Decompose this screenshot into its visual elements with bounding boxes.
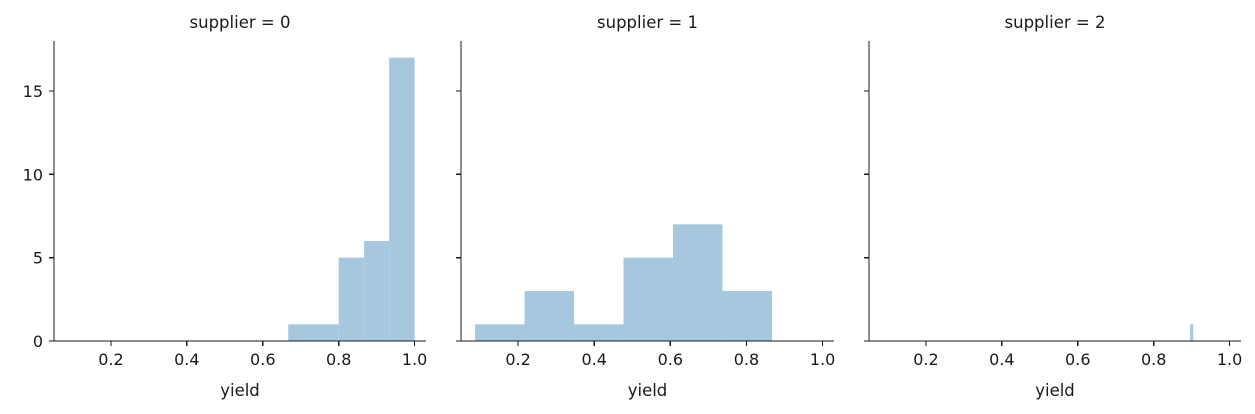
histogram-bar bbox=[623, 257, 673, 341]
x-tick-label: 0.2 bbox=[98, 350, 123, 369]
histogram-bar bbox=[338, 257, 365, 341]
x-axis-label: yield bbox=[1035, 381, 1075, 400]
y-tick-label: 15 bbox=[23, 82, 43, 101]
histogram-bar bbox=[1190, 324, 1194, 341]
facet-panel-2: 0.2 0.4 0.6 0.8 1.0 supplier = 2 yield bbox=[864, 13, 1242, 400]
facet-panel-1: 0.2 0.4 0.6 0.8 1.0 supplier = 1 yield bbox=[456, 13, 835, 400]
histogram-bar bbox=[364, 241, 390, 341]
histogram-bar bbox=[673, 224, 723, 341]
y-tick-label: 0 bbox=[33, 332, 43, 351]
histogram-bar bbox=[524, 291, 575, 341]
x-tick-label: 0.4 bbox=[989, 350, 1014, 369]
y-tick-label: 10 bbox=[23, 165, 43, 184]
facet-title: supplier = 1 bbox=[597, 13, 698, 32]
x-tick-label: 0.2 bbox=[913, 350, 938, 369]
x-axis-label: yield bbox=[628, 381, 668, 400]
x-tick-label: 0.8 bbox=[734, 350, 759, 369]
y-tick-label: 5 bbox=[33, 249, 43, 268]
x-tick-label: 0.8 bbox=[326, 350, 351, 369]
x-tick-label: 0.4 bbox=[174, 350, 199, 369]
x-tick-label: 0.6 bbox=[1065, 350, 1090, 369]
x-axis-label: yield bbox=[220, 381, 260, 400]
x-tick-label: 0.6 bbox=[250, 350, 275, 369]
histogram-bar bbox=[288, 324, 339, 341]
x-tick-label: 0.6 bbox=[658, 350, 683, 369]
facet-title: supplier = 0 bbox=[190, 13, 291, 32]
facet-title: supplier = 2 bbox=[1005, 13, 1106, 32]
facet-panel-0: 0.2 0.4 0.6 0.8 1.0 0 5 10 15 supplier = 0 yield bbox=[23, 13, 428, 400]
x-tick-label: 0.2 bbox=[505, 350, 530, 369]
x-tick-label: 0.8 bbox=[1141, 350, 1166, 369]
histogram-bar bbox=[475, 324, 525, 341]
histogram-bar bbox=[722, 291, 772, 341]
x-tick-label: 1.0 bbox=[1217, 350, 1242, 369]
x-tick-label: 1.0 bbox=[402, 350, 427, 369]
x-tick-label: 0.4 bbox=[581, 350, 606, 369]
histogram-bar bbox=[389, 57, 415, 342]
histogram-bar bbox=[574, 324, 624, 341]
x-tick-label: 1.0 bbox=[810, 350, 835, 369]
